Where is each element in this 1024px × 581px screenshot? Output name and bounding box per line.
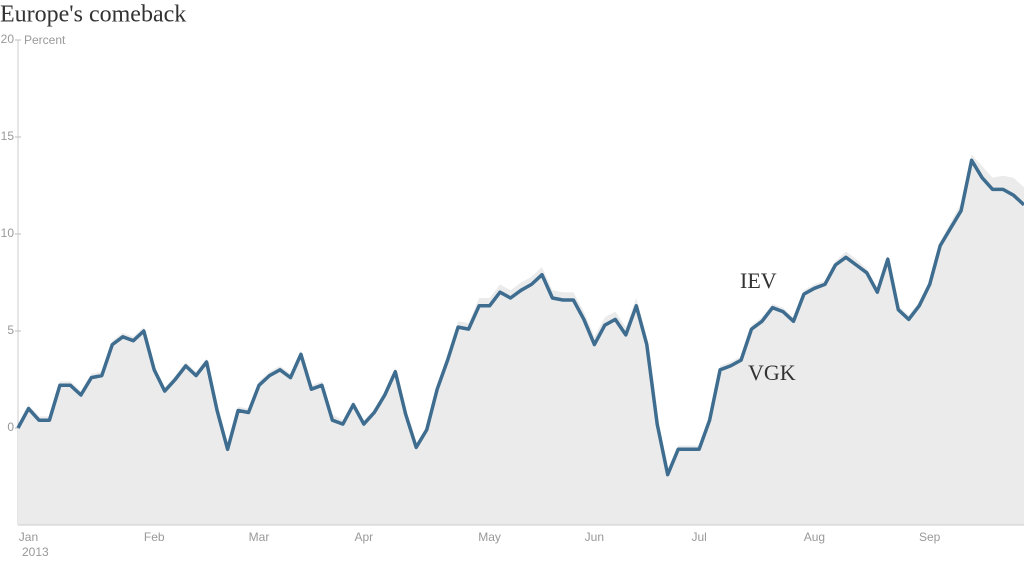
x-tick-label: May	[478, 530, 501, 544]
x-tick-label: Feb	[144, 530, 165, 544]
year-label: 2013	[22, 545, 49, 559]
y-tick-label: 20	[1, 32, 15, 46]
x-tick-label: Mar	[249, 530, 270, 544]
series-label: IEV	[740, 268, 777, 293]
chart-title: Europe's comeback	[0, 2, 186, 28]
x-tick-label: Aug	[804, 530, 825, 544]
x-tick-label: Sep	[919, 530, 941, 544]
area	[18, 154, 1024, 525]
line	[16, 158, 1024, 477]
x-tick-label: Jun	[585, 530, 604, 544]
x-tick-label: Jan	[19, 530, 38, 544]
x-tick-label: Jul	[691, 530, 706, 544]
y-tick-label: 0	[7, 420, 14, 434]
y-tick-label: 5	[7, 323, 14, 337]
x-tick-label: Apr	[354, 530, 373, 544]
y-tick-label: 10	[1, 226, 15, 240]
y-axis-label: Percent	[24, 33, 66, 47]
series-label: VGK	[748, 360, 796, 385]
y-tick-label: 15	[1, 129, 15, 143]
